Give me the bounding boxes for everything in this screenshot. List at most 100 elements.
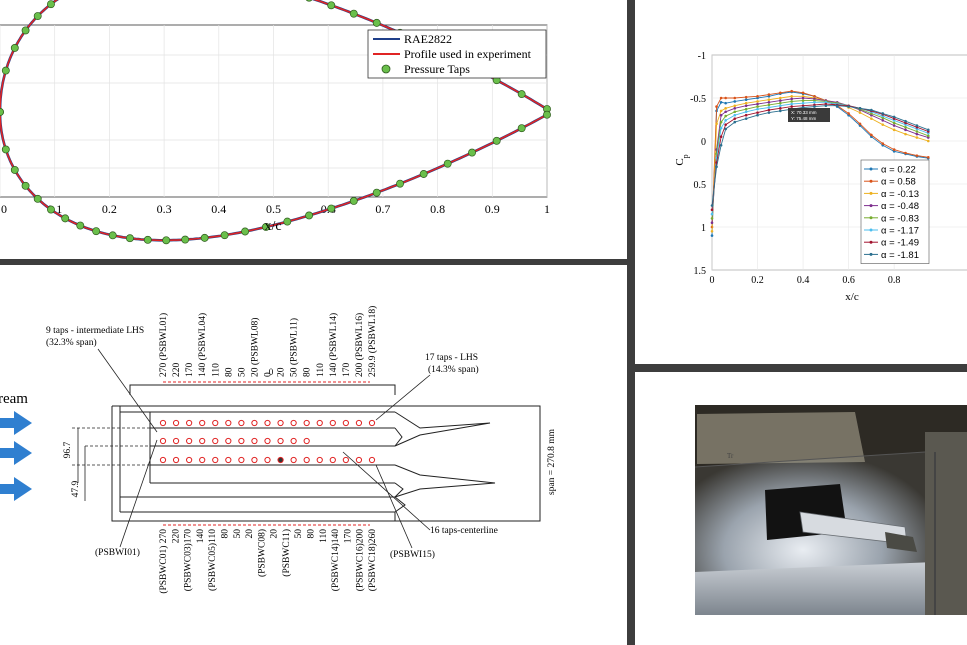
pressure-tap-hole (199, 437, 206, 445)
cp-data-point (779, 91, 782, 95)
dim-47-label: 47.9 (71, 480, 81, 497)
pressure-tap-hole (238, 456, 245, 464)
cp-data-point (756, 94, 759, 98)
cp-data-point (744, 107, 748, 111)
cp-legend-entry: α = -1.49 (881, 238, 919, 249)
bottom-tap-label: 140 (196, 529, 206, 544)
cp-ytick: -0.5 (690, 94, 706, 105)
cp-data-point (756, 100, 759, 103)
cp-data-point (904, 132, 907, 136)
cp-data-point (719, 126, 723, 130)
bottom-tap-label: 50 (294, 529, 304, 539)
centre-mark: 0 (269, 367, 274, 377)
cp-data-point (756, 111, 759, 114)
cp-data-point (926, 134, 930, 138)
legend-profile: Profile used in experiment (404, 47, 532, 61)
pressure-tap-hole (212, 437, 219, 445)
span-label: span = 270.8 mm (547, 428, 557, 495)
top-tap-label: 270 (PSBWL01) (158, 313, 169, 377)
cp-data-point (881, 112, 885, 115)
cp-ylabel: Cp (674, 154, 690, 165)
profile-xtick: 0.8 (430, 202, 445, 216)
cp-xlabel: x/c (845, 291, 859, 303)
top-tap-label: 140 (PSBWL04) (197, 313, 208, 377)
divider-right-horizontal (635, 364, 967, 372)
top-tap-label: 0 (264, 372, 274, 377)
pressure-tap-hole (329, 419, 336, 427)
pressure-tap-hole (316, 456, 323, 464)
cp-data-point (904, 128, 907, 132)
pressure-tap-lower (419, 170, 428, 178)
pressure-tap-hole (329, 456, 336, 464)
pressure-tap-lower (443, 159, 452, 168)
cp-data-point (779, 109, 782, 113)
cp-data-point (813, 101, 816, 104)
bottom-tap-label: 170 (343, 529, 353, 544)
pressure-tap-hole (290, 437, 297, 445)
cp-data-point (926, 139, 930, 143)
bottom-tap-label: 50 (233, 529, 243, 539)
cp-legend-entry: α = -1.17 (881, 226, 919, 237)
profile-xtick: 0.2 (102, 202, 117, 216)
top-tap-label: 259.9 (PSBWL18) (367, 306, 378, 377)
cp-data-point (847, 105, 850, 108)
cp-series-line (711, 105, 929, 206)
pressure-tap-hole (159, 437, 167, 445)
cp-data-point (719, 101, 723, 104)
cp-legend-marker (869, 179, 873, 183)
profile-plot: 00.10.20.30.40.50.60.70.80.91 x/c RAE282… (0, 0, 551, 245)
svg-text:Y: 75.48 mm: Y: 75.48 mm (791, 116, 817, 121)
pressure-tap-upper (1, 66, 10, 75)
pressure-tap-hole (290, 456, 297, 464)
top-tap-label: 50 (PSBWL11) (289, 318, 300, 377)
cp-data-point (724, 110, 727, 114)
cp-data-point (719, 96, 723, 100)
cp-legend-entry: α = 0.22 (881, 165, 916, 176)
cp-data-point (870, 108, 873, 112)
cp-xtick: 0 (710, 275, 715, 286)
pressure-tap-lower (125, 234, 134, 243)
cp-data-point (915, 154, 919, 157)
pressure-tap-lower (468, 148, 476, 157)
pressure-tap-upper (517, 90, 526, 99)
pressure-tap-lower (283, 217, 292, 226)
cp-tooltip: X: 70.33 mm Y: 75.48 mm (788, 108, 830, 122)
cp-data-point (892, 128, 896, 132)
bottom-tap-label: 110 (319, 529, 329, 543)
pressure-tap-lower (241, 227, 250, 236)
pressure-tap-hole (225, 419, 232, 427)
pressure-tap-hole (159, 456, 167, 464)
bottom-tap-label: (PSBWC18)260 (367, 529, 378, 592)
profile-xtick: 0.4 (211, 202, 226, 216)
cp-series-line (711, 103, 929, 210)
cp-data-point (724, 114, 727, 118)
flow-arrows (0, 411, 32, 501)
cp-data-point (724, 119, 727, 122)
pressure-tap-hole (290, 419, 297, 427)
pressure-tap-hole (238, 437, 245, 445)
profile-xtick: 0.3 (157, 202, 172, 216)
cp-data-point (710, 234, 714, 237)
pressure-tap-lower (181, 235, 190, 244)
pressure-tap-hole (368, 419, 376, 427)
cp-data-point (756, 105, 759, 108)
bottom-tap-label: 80 (307, 529, 317, 539)
cp-data-point (744, 110, 748, 114)
pressure-tap-lower (200, 233, 209, 242)
cp-data-point (756, 113, 759, 117)
cp-xtick: 0.8 (888, 275, 901, 286)
cp-data-point (744, 104, 748, 108)
cp-data-point (904, 125, 907, 129)
cp-data-point (801, 91, 805, 95)
pressure-tap-lower (396, 179, 404, 188)
annotation-intermediate-2: (32.3% span) (46, 337, 97, 348)
pressure-tap-upper (372, 18, 381, 27)
pressure-tap-lower (47, 205, 55, 214)
pressure-tap-lower (517, 124, 526, 133)
cp-series-line (711, 101, 929, 215)
pressure-tap-hole (159, 419, 167, 427)
pressure-tap-hole (277, 456, 284, 464)
pressure-tap-hole (251, 456, 258, 464)
pressure-tap-hole (172, 456, 180, 464)
tap-diagram-panel: ream (0, 265, 627, 645)
